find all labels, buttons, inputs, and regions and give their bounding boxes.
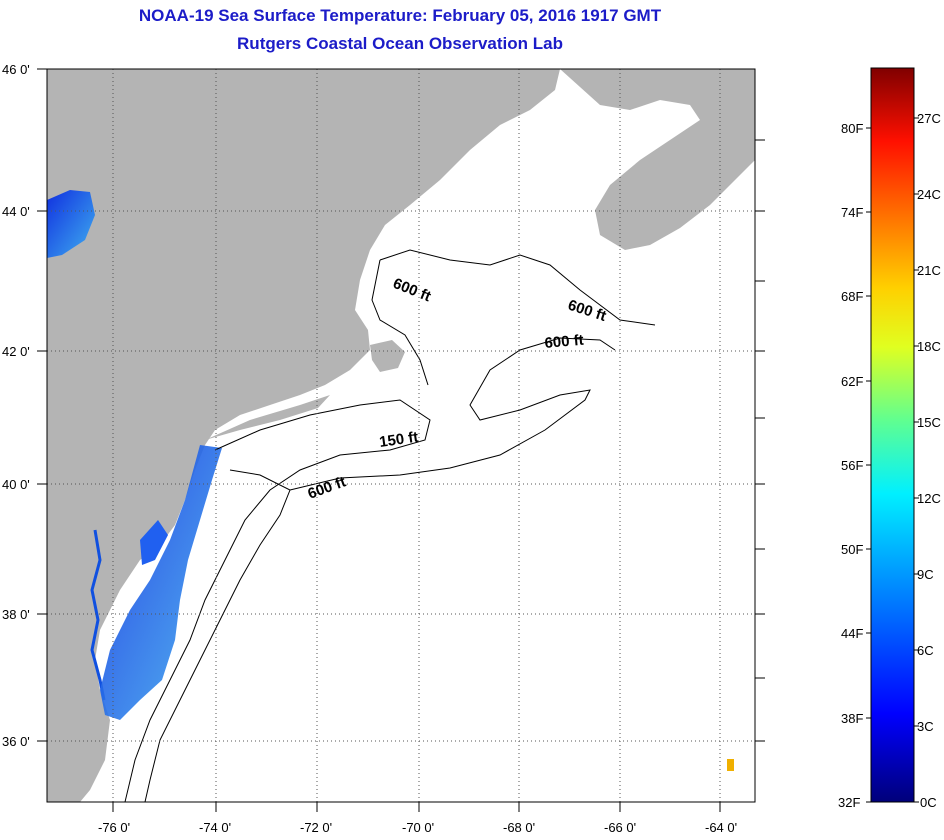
lat-label-1: 44 0' (2, 204, 30, 219)
map-subtitle: Rutgers Coastal Ocean Observation Lab (237, 34, 563, 53)
colorbar (870, 67, 915, 803)
colorbar-f-label: 44F (841, 626, 863, 641)
colorbar-c-label: 9C (917, 567, 934, 582)
lon-label-2: -72 0' (300, 820, 332, 835)
colorbar-f-label: 68F (841, 289, 863, 304)
map-title: NOAA-19 Sea Surface Temperature: Februar… (138, 6, 662, 25)
lat-label-2: 42 0' (2, 344, 30, 359)
sst-warm-patch (727, 759, 734, 771)
contour-150ft (124, 399, 431, 802)
land-us-mainland (47, 69, 560, 802)
delaware-bay (140, 520, 168, 565)
lat-label-5: 36 0' (2, 734, 30, 749)
lat-label-3: 40 0' (2, 477, 30, 492)
lon-label-3: -70 0' (402, 820, 434, 835)
colorbar-f-label: 62F (841, 374, 863, 389)
land-cape-cod (370, 340, 405, 372)
land-long-island (205, 395, 330, 440)
chesapeake-bay (90, 529, 106, 701)
colorbar-f-label: 56F (841, 458, 863, 473)
colorbar-c-label: 21C (917, 263, 941, 278)
colorbar-c-label: 3C (917, 719, 934, 734)
contour-600ft-georges (289, 337, 616, 491)
colorbar-f-label: 50F (841, 542, 863, 557)
land-maritimes (560, 69, 755, 250)
colorbar-c-label: 15C (917, 415, 941, 430)
colorbar-c-label: 6C (917, 643, 934, 658)
colorbar-f-label: 80F (841, 121, 863, 136)
colorbar-c-label: 0C (920, 795, 937, 810)
frame-ticks (37, 68, 765, 812)
colorbar-f-label: 32F (838, 795, 860, 810)
lon-label-6: -64 0' (705, 820, 737, 835)
lon-label-1: -74 0' (199, 820, 231, 835)
contour-label-150: 150 ft (378, 429, 419, 451)
contour-label-600-c: 600 ft (544, 332, 585, 352)
colorbar-ticks (866, 117, 919, 803)
colorbar-f-label: 38F (841, 711, 863, 726)
colorbar-c-label: 27C (917, 111, 941, 126)
lon-label-5: -66 0' (604, 820, 636, 835)
colorbar-c-label: 24C (917, 187, 941, 202)
map-frame (46, 68, 756, 803)
contour-600ft-gulf-maine (371, 249, 656, 386)
colorbar-f-label: 74F (841, 205, 863, 220)
lat-label-0: 46 0' (2, 62, 30, 77)
colorbar-c-label: 18C (917, 339, 941, 354)
lon-label-0: -76 0' (98, 820, 130, 835)
lon-label-4: -68 0' (503, 820, 535, 835)
lat-label-4: 38 0' (2, 607, 30, 622)
contour-600ft-shelf (144, 469, 291, 802)
colorbar-c-label: 12C (917, 491, 941, 506)
sst-coastal-data (100, 445, 222, 720)
lake-ontario (47, 190, 95, 258)
